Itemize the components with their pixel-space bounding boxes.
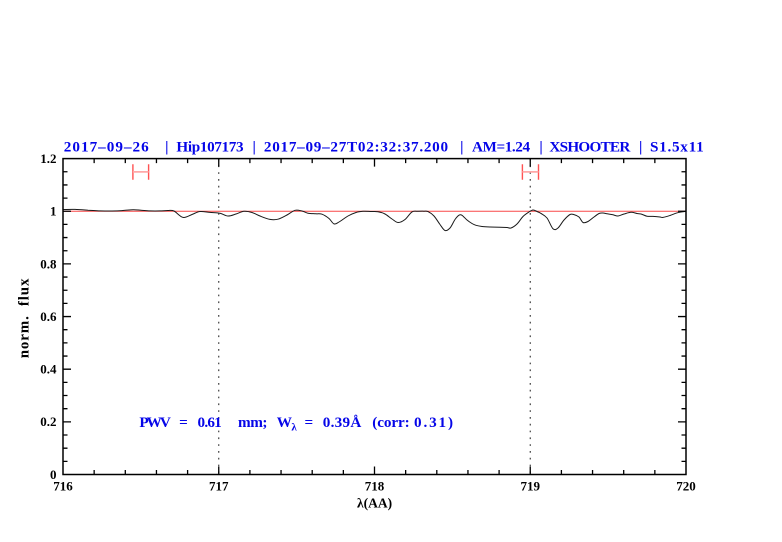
svg-text:1.2: 1.2 [40,151,56,166]
svg-text:|: | [539,138,542,155]
svg-text:716: 716 [53,479,73,494]
svg-text:720: 720 [676,479,696,494]
svg-text:1: 1 [50,204,57,219]
svg-text:λ(AA): λ(AA) [357,496,392,511]
svg-text:0.4: 0.4 [40,362,57,377]
svg-text:0.39Å: 0.39Å [323,414,362,431]
svg-text:718: 718 [365,479,385,494]
svg-text:2017–09–26: 2017–09–26 [64,138,150,155]
svg-text:2017–09–27T02:32:37.200: 2017–09–27T02:32:37.200 [264,138,449,155]
svg-text:PWV: PWV [139,414,170,431]
svg-text:λ: λ [291,422,297,434]
svg-text:S1.5x11: S1.5x11 [650,138,704,155]
svg-text:0.8: 0.8 [40,256,57,271]
svg-text:norm. flux: norm. flux [17,278,33,359]
svg-text:|: | [460,138,463,155]
svg-text:W: W [277,414,292,431]
svg-text:Hip107173: Hip107173 [176,138,244,155]
svg-text:|: | [639,138,642,155]
svg-text:0.31): 0.31) [414,414,455,431]
svg-text:|: | [165,138,168,155]
svg-text:=: = [179,414,188,431]
svg-text:0: 0 [50,467,57,482]
svg-text:719: 719 [521,479,541,494]
svg-text:=: = [305,414,314,431]
svg-text:0.6: 0.6 [40,309,57,324]
svg-text:(corr:: (corr: [372,414,409,431]
svg-text:AM=1.24: AM=1.24 [472,138,530,155]
svg-text:0.61: 0.61 [198,414,222,431]
svg-text:717: 717 [209,479,229,494]
svg-text:0.2: 0.2 [40,414,56,429]
svg-text:|: | [253,138,256,155]
svg-text:mm;: mm; [238,414,267,431]
svg-text:XSHOOTER: XSHOOTER [549,138,631,155]
